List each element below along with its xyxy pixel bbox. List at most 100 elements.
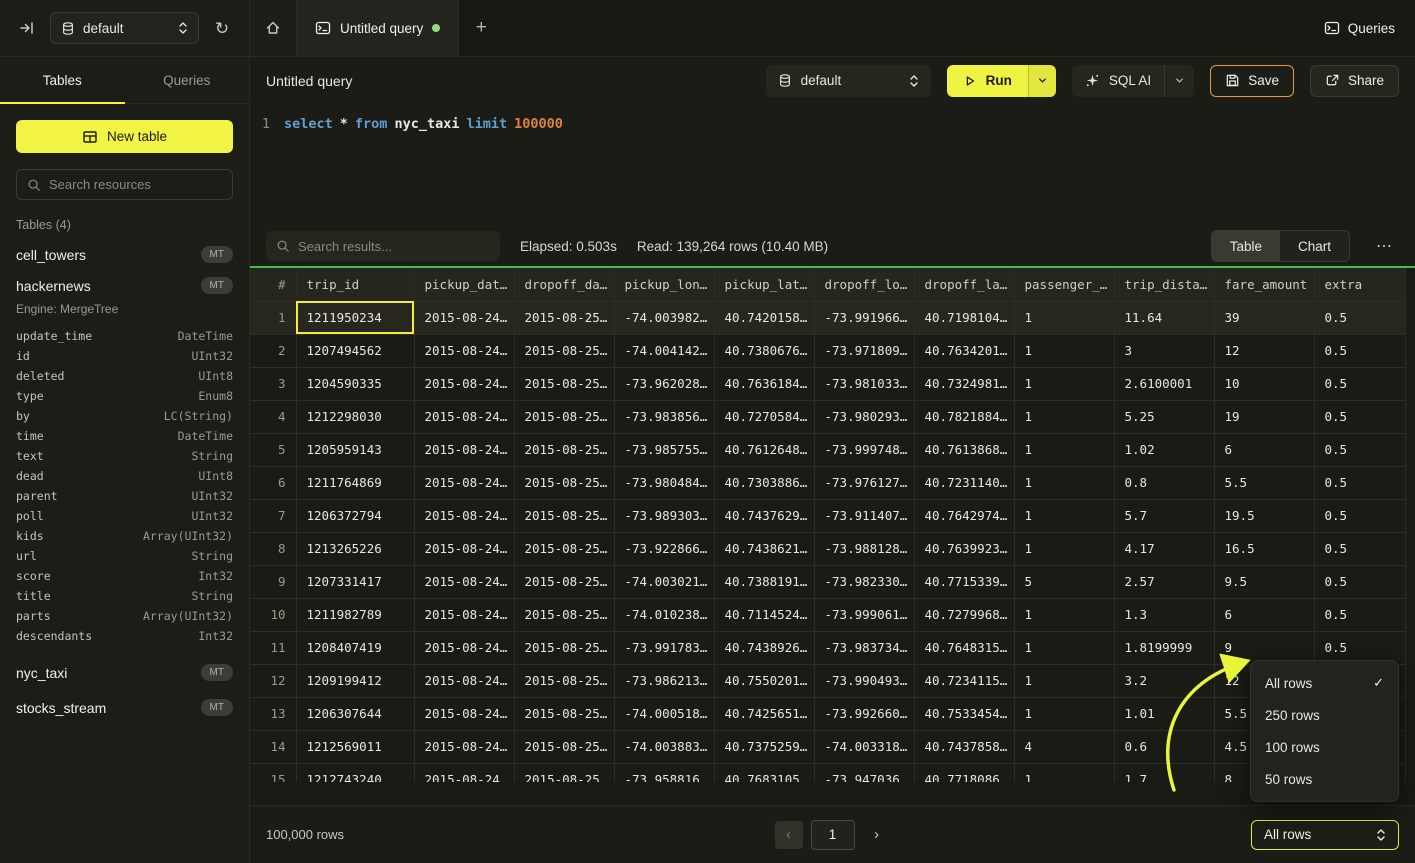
table-cell[interactable]: 2.57 xyxy=(1114,565,1215,599)
column-header[interactable]: dropoff_lo… xyxy=(814,268,915,302)
table-cell[interactable]: 40.7715339… xyxy=(914,565,1015,599)
table-cell[interactable]: 1 xyxy=(1014,664,1115,698)
table-cell[interactable]: -73.947036… xyxy=(814,763,915,782)
table-cell[interactable]: 40.7821884… xyxy=(914,400,1015,434)
table-cell[interactable]: 2015-08-24… xyxy=(414,367,515,401)
table-cell[interactable]: 40.7437629… xyxy=(714,499,815,533)
table-cell[interactable]: 2015-08-24… xyxy=(414,730,515,764)
column-header[interactable]: dropoff_la… xyxy=(914,268,1015,302)
table-cell[interactable]: 10 xyxy=(1214,367,1315,401)
view-toggle-chart[interactable]: Chart xyxy=(1297,238,1331,254)
table-cell[interactable]: 0.5 xyxy=(1314,433,1406,467)
table-cell[interactable]: 40.7634201… xyxy=(914,334,1015,368)
prev-page-button[interactable]: ‹ xyxy=(774,820,803,849)
run-options-button[interactable] xyxy=(1027,64,1056,97)
table-cell[interactable]: 2015-08-24… xyxy=(414,433,515,467)
table-cell[interactable]: 2015-08-24… xyxy=(414,598,515,632)
table-cell[interactable]: 2015-08-25… xyxy=(514,532,615,566)
table-cell[interactable]: 2015-08-24… xyxy=(414,301,515,335)
sidebar-item-stocks-stream[interactable]: stocks_stream MT xyxy=(16,699,233,716)
table-cell[interactable]: 2015-08-25… xyxy=(514,598,615,632)
table-cell[interactable]: 1209199412 xyxy=(296,664,415,698)
table-cell[interactable]: 1.7 xyxy=(1114,763,1215,782)
table-cell[interactable]: 1212743240 xyxy=(296,763,415,782)
table-cell[interactable]: -73.991783… xyxy=(614,631,715,665)
column-header[interactable]: fare_amount xyxy=(1214,268,1315,302)
table-cell[interactable]: 2.6100001 xyxy=(1114,367,1215,401)
table-cell[interactable]: 1205959143 xyxy=(296,433,415,467)
table-cell[interactable]: 40.7612648… xyxy=(714,433,815,467)
table-cell[interactable]: 40.7303886… xyxy=(714,466,815,500)
menu-item-250-rows[interactable]: 250 rows xyxy=(1251,699,1398,731)
table-cell[interactable]: 3 xyxy=(1114,334,1215,368)
table-cell[interactable]: -73.986213… xyxy=(614,664,715,698)
table-cell[interactable]: 40.7437858… xyxy=(914,730,1015,764)
column-header[interactable]: passenger_… xyxy=(1014,268,1115,302)
save-button[interactable]: Save xyxy=(1210,64,1294,97)
menu-item-100-rows[interactable]: 100 rows xyxy=(1251,731,1398,763)
table-cell[interactable]: 2015-08-24… xyxy=(414,697,515,731)
table-cell[interactable]: 40.7198104… xyxy=(914,301,1015,335)
table-cell[interactable]: 40.7380676… xyxy=(714,334,815,368)
table-cell[interactable]: 2015-08-25… xyxy=(514,334,615,368)
column-header[interactable]: pickup_dat… xyxy=(414,268,515,302)
next-page-button[interactable]: › xyxy=(874,826,879,843)
queries-button[interactable]: Queries xyxy=(1324,20,1395,36)
table-cell[interactable]: 40.7231140… xyxy=(914,466,1015,500)
table-cell[interactable]: 5.7 xyxy=(1114,499,1215,533)
table-cell[interactable]: 40.7114524… xyxy=(714,598,815,632)
table-cell[interactable]: 0.5 xyxy=(1314,301,1406,335)
table-cell[interactable]: 1207331417 xyxy=(296,565,415,599)
share-button[interactable]: Share xyxy=(1309,64,1399,97)
table-cell[interactable]: -74.010238… xyxy=(614,598,715,632)
table-cell[interactable]: -73.971809… xyxy=(814,334,915,368)
table-cell[interactable]: 2015-08-25… xyxy=(514,367,615,401)
table-cell[interactable]: 40.7639923… xyxy=(914,532,1015,566)
table-cell[interactable]: 0.5 xyxy=(1314,499,1406,533)
table-cell[interactable]: -73.999748… xyxy=(814,433,915,467)
table-cell[interactable]: -74.003318… xyxy=(814,730,915,764)
table-cell[interactable]: 6 xyxy=(1214,598,1315,632)
column-header[interactable]: dropoff_da… xyxy=(514,268,615,302)
table-cell[interactable]: 1 xyxy=(1014,334,1115,368)
table-cell[interactable]: 1.8199999 xyxy=(1114,631,1215,665)
sql-ai-button[interactable]: SQL AI xyxy=(1072,65,1164,97)
table-cell[interactable]: -73.980293… xyxy=(814,400,915,434)
table-cell[interactable]: 0.6 xyxy=(1114,730,1215,764)
table-cell[interactable]: 39 xyxy=(1214,301,1315,335)
table-cell[interactable]: 1 xyxy=(1014,763,1115,782)
table-cell[interactable]: 2015-08-25… xyxy=(514,730,615,764)
table-cell[interactable]: 1 xyxy=(1014,433,1115,467)
table-cell[interactable]: -74.000518… xyxy=(614,697,715,731)
table-cell[interactable]: 40.7270584… xyxy=(714,400,815,434)
table-cell[interactable]: -73.962028… xyxy=(614,367,715,401)
table-cell[interactable]: 2015-08-24… xyxy=(414,763,515,782)
table-cell[interactable]: 40.7438621… xyxy=(714,532,815,566)
table-cell[interactable]: 40.7718086… xyxy=(914,763,1015,782)
table-cell[interactable]: 40.7613868… xyxy=(914,433,1015,467)
table-cell[interactable]: -73.981033… xyxy=(814,367,915,401)
table-cell[interactable]: 1 xyxy=(1014,631,1115,665)
table-cell[interactable]: -73.989303… xyxy=(614,499,715,533)
column-header[interactable]: # xyxy=(250,268,297,302)
table-cell[interactable]: 19 xyxy=(1214,400,1315,434)
table-cell[interactable]: 0.5 xyxy=(1314,367,1406,401)
table-cell[interactable]: -73.991966… xyxy=(814,301,915,335)
table-cell[interactable]: -73.976127… xyxy=(814,466,915,500)
collapse-sidebar-icon[interactable] xyxy=(14,15,40,41)
table-cell[interactable]: 1 xyxy=(1014,697,1115,731)
table-cell[interactable]: 1.3 xyxy=(1114,598,1215,632)
table-cell[interactable]: 1 xyxy=(1014,499,1115,533)
table-cell[interactable]: 5.5 xyxy=(1214,466,1315,500)
table-cell[interactable]: 6 xyxy=(1214,433,1315,467)
table-cell[interactable]: 2015-08-25… xyxy=(514,400,615,434)
table-cell[interactable]: 5 xyxy=(1014,565,1115,599)
table-cell[interactable]: 1211764869 xyxy=(296,466,415,500)
table-cell[interactable]: 19.5 xyxy=(1214,499,1315,533)
table-cell[interactable]: 0.5 xyxy=(1314,532,1406,566)
table-cell[interactable]: -73.982330… xyxy=(814,565,915,599)
table-cell[interactable]: 40.7438926… xyxy=(714,631,815,665)
table-cell[interactable]: 40.7234115… xyxy=(914,664,1015,698)
table-cell[interactable]: 2015-08-25… xyxy=(514,697,615,731)
table-cell[interactable]: 1212298030 xyxy=(296,400,415,434)
